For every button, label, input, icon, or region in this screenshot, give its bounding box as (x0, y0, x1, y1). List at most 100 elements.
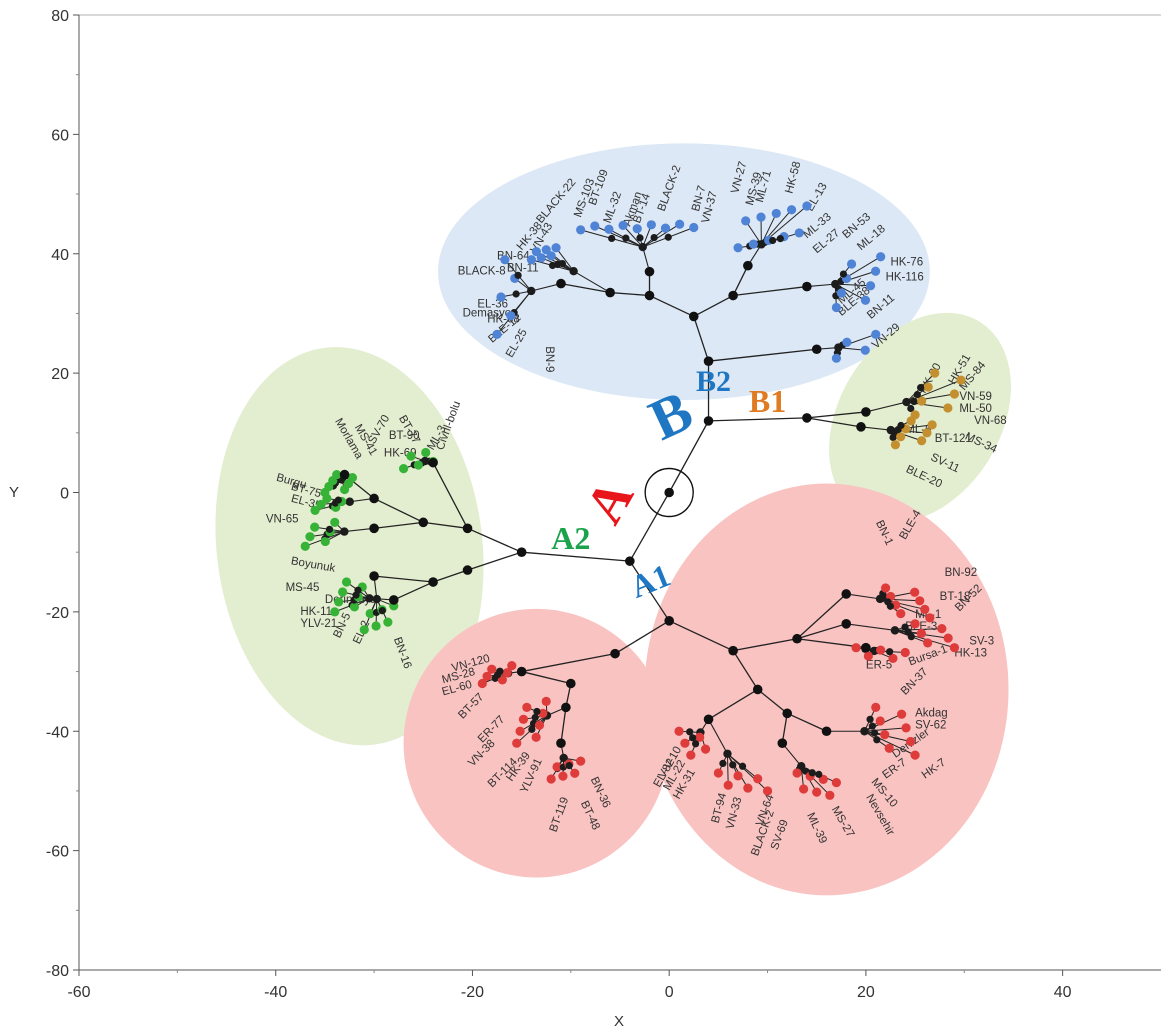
leaf-point (832, 354, 841, 363)
leaf-point (558, 772, 567, 781)
leaf-point (753, 774, 762, 783)
leaf-point (633, 224, 642, 233)
leaf-point (680, 739, 689, 748)
leaf-point (310, 523, 319, 532)
leaf-point (570, 769, 579, 778)
subnode-point (514, 272, 521, 279)
leaf-point (795, 228, 804, 237)
subnode-point (559, 260, 566, 267)
node-a2b1 (428, 577, 438, 587)
node-b2e (645, 267, 655, 277)
y-tick-label: 80 (51, 8, 69, 25)
node-a2a1 (418, 518, 428, 528)
leaf-point (923, 638, 932, 647)
leaf-point (542, 697, 551, 706)
x-tick-label: 20 (857, 984, 875, 1001)
leaf-point (928, 420, 937, 429)
leaf-point (871, 267, 880, 276)
subnode-point (840, 270, 847, 277)
subnode-point (886, 648, 893, 655)
leaf-point (842, 338, 851, 347)
x-tick-label: 40 (1054, 984, 1072, 1001)
subnode-point (723, 750, 731, 758)
subnode-point (809, 769, 816, 776)
leaf-point (741, 216, 750, 225)
leaf-point (847, 259, 856, 268)
subnode-point (908, 633, 915, 640)
leaf-point (421, 448, 430, 457)
leaf-point (910, 619, 919, 628)
y-tick-label: 60 (51, 127, 69, 144)
leaf-point (876, 645, 885, 654)
leaf-point (305, 532, 314, 541)
subnode-point (897, 422, 904, 429)
subnode-point (891, 626, 899, 634)
leaf-point (881, 583, 890, 592)
subnode-point (533, 708, 540, 715)
leaf-point (920, 605, 929, 614)
leaf-label: BN-11 (507, 263, 539, 275)
node-b1a (856, 422, 866, 432)
leaf-point (492, 330, 501, 339)
leaf-point (891, 440, 900, 449)
node-a1b4 (778, 738, 788, 748)
leaf-point (896, 609, 905, 618)
leaf-label: VN-59 (959, 391, 992, 403)
leaf-point (799, 784, 808, 793)
leaf-point (322, 494, 331, 503)
leaf-point (334, 597, 343, 606)
subnode-point (636, 234, 643, 241)
leaf-point (519, 715, 528, 724)
node-a2a4 (369, 524, 379, 534)
leaf-point (604, 225, 613, 234)
subnode-point (871, 729, 878, 736)
leaf-label: HK-76 (891, 257, 924, 269)
x-tick-label: -60 (67, 984, 90, 1001)
node-b2b (728, 291, 738, 301)
leaf-point (512, 739, 521, 748)
leaf-point (861, 346, 870, 355)
subnode-point (860, 727, 868, 735)
leaf-point (527, 255, 536, 264)
y-tick-label: 20 (51, 366, 69, 383)
leaf-label: ER-5 (866, 660, 892, 672)
leaf-point (915, 596, 924, 605)
node-b2c (645, 291, 655, 301)
leaf-point (749, 239, 758, 248)
leaf-point (661, 223, 670, 232)
subnode-point (914, 391, 921, 398)
leaf-point (733, 243, 742, 252)
leaf-label: BT-121 (935, 433, 972, 445)
subnode-point (513, 290, 520, 297)
node-a1a3 (556, 738, 566, 748)
node-a1b9 (704, 715, 714, 725)
subnode-point (719, 760, 726, 767)
x-axis-title: X (614, 1013, 624, 1030)
node-a1b3 (782, 709, 792, 719)
leaf-point (851, 643, 860, 652)
leaf-point (733, 771, 742, 780)
node-b2h (812, 344, 822, 354)
leaf-point (701, 745, 710, 754)
cluster-ellipse-a1a (404, 609, 670, 878)
leaf-point (937, 624, 946, 633)
leaf-label: ML-50 (959, 403, 992, 415)
clade-label-b2: B2 (696, 365, 731, 398)
leaf-point (547, 774, 556, 783)
leaf-point (901, 648, 910, 657)
subnode-point (910, 398, 917, 405)
node-a1b1 (792, 634, 802, 644)
leaf-point (507, 661, 516, 670)
leaf-label: BN-92 (945, 567, 978, 579)
subnode-point (335, 497, 342, 504)
leaf-label: Akdag (915, 707, 948, 719)
leaf-point (487, 665, 496, 674)
subnode-point (729, 761, 736, 768)
node-b2a (689, 312, 699, 322)
leaf-point (647, 220, 656, 229)
leaf-point (864, 651, 873, 660)
node-b2f (743, 261, 753, 271)
leaf-point (506, 311, 515, 320)
leaf-point (925, 613, 934, 622)
subnode-point (326, 526, 333, 533)
